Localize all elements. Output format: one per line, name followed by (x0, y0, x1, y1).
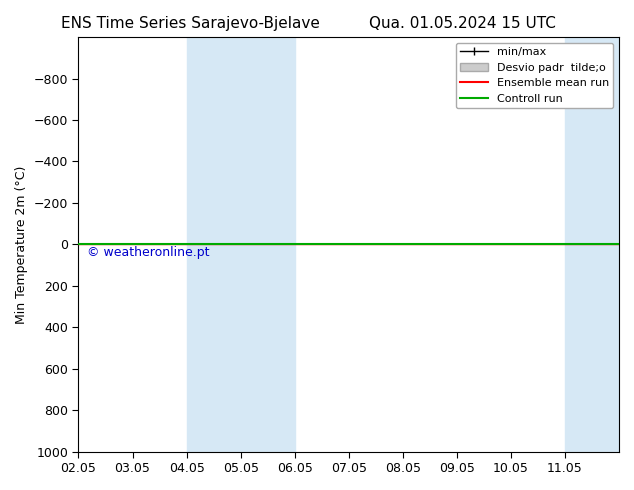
Text: Qua. 01.05.2024 15 UTC: Qua. 01.05.2024 15 UTC (370, 16, 556, 31)
Text: ENS Time Series Sarajevo-Bjelave: ENS Time Series Sarajevo-Bjelave (61, 16, 320, 31)
Text: © weatheronline.pt: © weatheronline.pt (87, 246, 209, 259)
Bar (186, 37, 295, 452)
Bar (565, 37, 619, 452)
Legend: min/max, Desvio padr  tilde;o, Ensemble mean run, Controll run: min/max, Desvio padr tilde;o, Ensemble m… (456, 43, 614, 108)
Y-axis label: Min Temperature 2m (°C): Min Temperature 2m (°C) (15, 165, 28, 323)
